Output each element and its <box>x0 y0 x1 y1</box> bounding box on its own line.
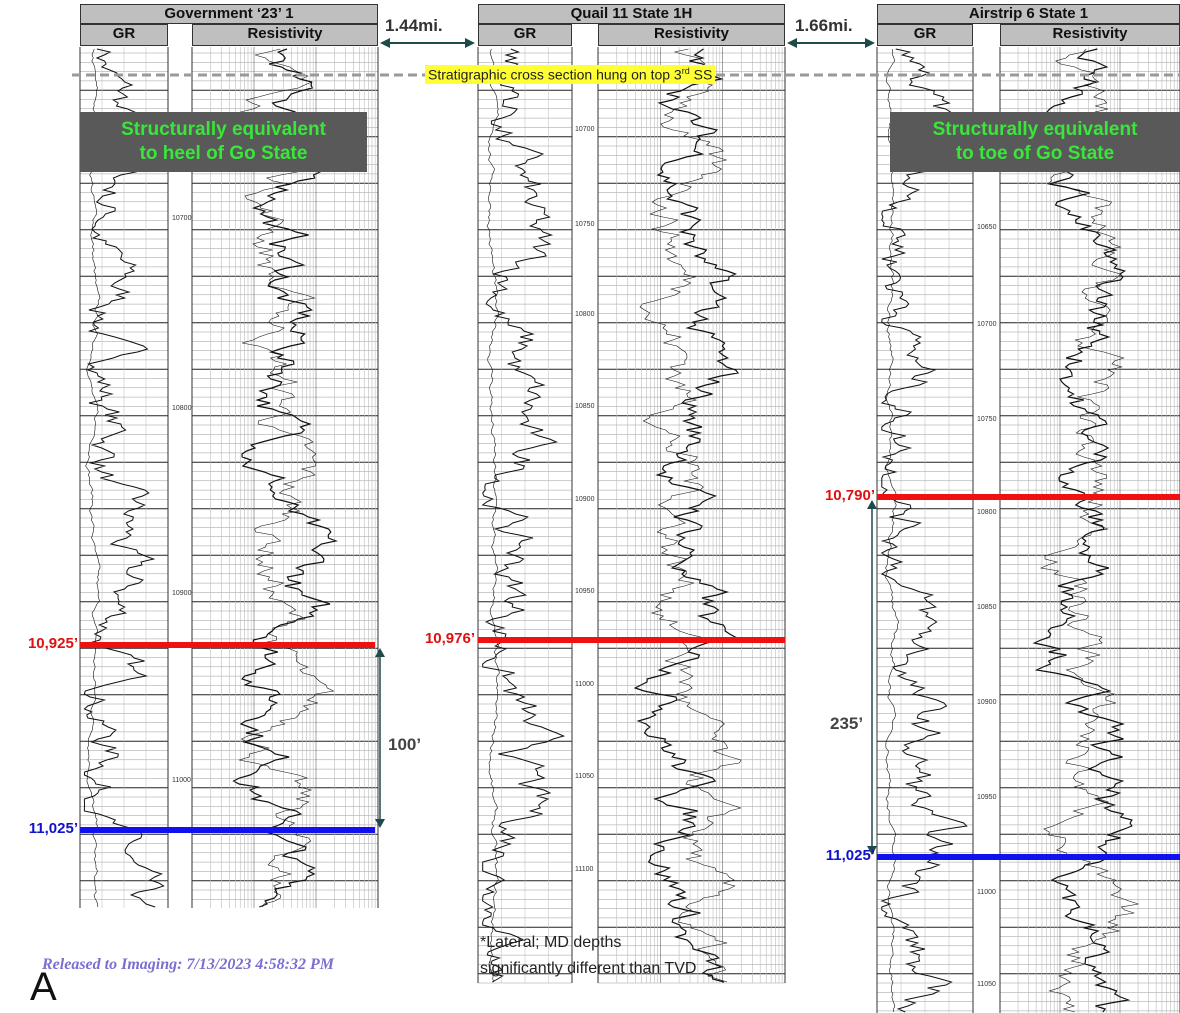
arrow-head <box>787 38 797 48</box>
track-header: Resistivity <box>598 24 785 46</box>
annotation-line: to heel of Go State <box>139 143 308 164</box>
banner-sup: rd <box>681 66 690 76</box>
depth-label: 11100 <box>575 866 594 873</box>
depth-label: 11050 <box>977 981 996 988</box>
released-stamp: Released to Imaging: 7/13/2023 4:58:32 P… <box>42 956 334 973</box>
interval-label: 100’ <box>388 735 422 754</box>
depth-label: 10800 <box>172 405 192 412</box>
track-header: Resistivity <box>1000 24 1180 46</box>
banner-text: Stratigraphic cross section hung on top … <box>428 66 682 83</box>
log-curve <box>1039 48 1139 1013</box>
depth-label: 10900 <box>977 699 997 706</box>
annotation-line: Structurally equivalent <box>932 119 1138 140</box>
depth-label: 10750 <box>977 416 997 423</box>
marker-label: 11,025’ <box>825 847 875 864</box>
annotation-line: to toe of Go State <box>955 143 1115 164</box>
track-header: GR <box>80 24 168 46</box>
depth-label: 10850 <box>575 403 595 410</box>
arrow-head <box>867 846 877 855</box>
track-header: Resistivity <box>192 24 378 46</box>
marker-label: 10,925’ <box>27 635 78 652</box>
depth-label: 11050 <box>575 773 594 780</box>
log-curve <box>880 48 968 1013</box>
distance-label: 1.44mi. <box>385 16 443 35</box>
depth-label: 10950 <box>575 588 595 595</box>
log-curve <box>229 48 335 908</box>
arrow-head <box>375 648 385 657</box>
log-curve <box>83 48 165 908</box>
datum-banner: Stratigraphic cross section hung on top … <box>425 65 716 84</box>
marker-label: 11,025’ <box>28 820 78 837</box>
well-name: Airstrip 6 State 1 <box>877 4 1180 24</box>
log-curve <box>639 48 742 983</box>
track-header: GR <box>478 24 572 46</box>
depth-label: 10700 <box>172 215 192 222</box>
depth-label: 10650 <box>977 224 997 231</box>
log-curve <box>486 48 500 983</box>
footnote: *Lateral; MD depths <box>480 934 622 951</box>
depth-label: 10750 <box>575 221 595 228</box>
annotation-box: Structurally equivalent to toe of Go Stat… <box>890 112 1180 172</box>
arrow-head <box>465 38 475 48</box>
annotation-box: Structurally equivalent to heel of Go Sta… <box>80 112 367 172</box>
depth-label: 10950 <box>977 794 997 801</box>
log-curve <box>232 48 338 908</box>
marker-label: 10,976’ <box>424 630 475 647</box>
log-curve <box>85 48 101 908</box>
track-header: GR <box>877 24 973 46</box>
footnote: significantly different than TVD <box>480 960 697 977</box>
depth-label: 10800 <box>575 311 595 318</box>
depth-label: 11000 <box>575 681 594 688</box>
depth-label: 10900 <box>575 496 595 503</box>
depth-label: 10800 <box>977 509 997 516</box>
arrow-head <box>380 38 390 48</box>
depth-label: 10700 <box>977 321 997 328</box>
distance-label: 1.66mi. <box>795 16 853 35</box>
depth-label: 10700 <box>575 126 595 133</box>
well-name: Quail 11 State 1H <box>478 4 785 24</box>
well-name: Government ‘23’ 1 <box>80 4 378 24</box>
depth-label: 10850 <box>977 604 997 611</box>
arrow-head <box>867 500 877 509</box>
letter: A <box>30 965 57 1009</box>
interval-label: 235’ <box>830 714 864 733</box>
log-curve <box>633 48 740 983</box>
depth-label: 11000 <box>977 889 996 896</box>
marker-label: 10,790’ <box>824 487 875 504</box>
depth-label: 10900 <box>172 590 192 597</box>
arrow-head <box>865 38 875 48</box>
log-curve <box>1027 48 1133 1013</box>
depth-label: 11000 <box>172 777 191 784</box>
banner-tail: SS <box>689 66 713 83</box>
annotation-line: Structurally equivalent <box>121 119 326 140</box>
log-curve <box>884 48 900 1013</box>
log-curve <box>481 48 566 983</box>
arrow-head <box>375 819 385 828</box>
